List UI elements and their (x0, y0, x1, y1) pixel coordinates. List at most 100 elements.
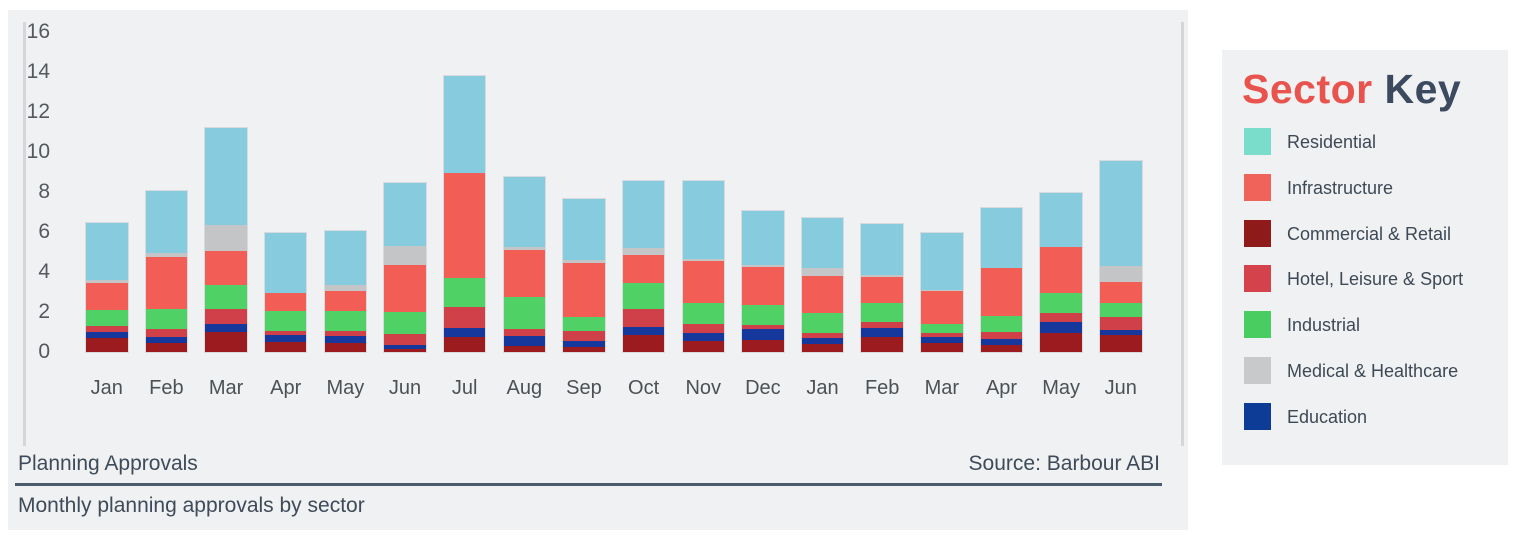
stacked-bar-sep-8 (562, 198, 606, 353)
bar-segment-industrial (921, 324, 963, 333)
legend-swatch (1244, 219, 1271, 247)
bar-segment-industrial (503, 297, 546, 329)
legend-title: Sector Key (1242, 66, 1461, 113)
bar-segment-commercial-retail (861, 337, 903, 352)
legend-swatch (1244, 128, 1271, 155)
x-tick-label: Jun (1104, 377, 1137, 399)
bar-segment-residential (324, 231, 367, 285)
x-tick-label: Apr (985, 377, 1018, 399)
bar-segment-commercial-retail (742, 340, 784, 352)
bar-segment-education (1100, 330, 1142, 335)
legend-label: Education (1287, 406, 1368, 427)
x-tick-label: Feb (864, 377, 900, 399)
bar-segment-commercial-retail (801, 344, 844, 352)
bar-segment-education (980, 339, 1023, 345)
bar-segment-residential (1100, 161, 1142, 266)
bar-segment-commercial-retail (86, 338, 128, 352)
legend-title-key: Key (1372, 66, 1462, 112)
bar-segment-infrastructure (145, 257, 188, 309)
bar-segment-education (682, 333, 724, 341)
bar-segment-hotel-leisure-sport (921, 333, 963, 337)
x-tick-label: Sep (566, 377, 602, 399)
bar-segment-infrastructure (622, 255, 665, 283)
stacked-bar-feb-13 (860, 223, 904, 353)
bar-segment-hotel-leisure-sport (682, 324, 724, 333)
legend-swatch (1244, 311, 1271, 339)
bar-segment-residential (742, 211, 784, 265)
source-label: Source: Barbour ABI (968, 452, 1160, 475)
bar-segment-residential (264, 233, 307, 293)
stacked-bar-may-16 (1039, 192, 1083, 353)
bar-segment-hotel-leisure-sport (145, 329, 188, 337)
bar-segment-infrastructure (861, 277, 903, 303)
bar-segment-education (264, 335, 307, 342)
stacked-bar-nov-10 (681, 180, 725, 353)
bar-segment-medical-healthcare (86, 280, 128, 283)
bar-segment-commercial-retail (145, 343, 188, 352)
bar-segment-medical-healthcare (205, 225, 247, 251)
bar-segment-residential (980, 208, 1023, 268)
bar-segment-medical-healthcare (801, 268, 844, 276)
bar-segment-hotel-leisure-sport (622, 309, 665, 327)
stacked-bar-apr-15 (979, 207, 1024, 353)
bar-segment-industrial (205, 285, 247, 309)
stacked-bar-mar-2 (204, 127, 248, 353)
bar-segment-residential (205, 128, 247, 225)
chart-title: Planning Approvals (18, 452, 198, 475)
bar-segment-industrial (264, 311, 307, 331)
bar-segment-education (324, 336, 367, 343)
bar-segment-hotel-leisure-sport (980, 332, 1023, 339)
divider-line (15, 483, 1162, 486)
y-tick-label: 0 (38, 340, 50, 363)
bar-segment-education (503, 336, 546, 346)
bar-segment-residential (622, 181, 665, 248)
x-tick-label: Nov (685, 377, 722, 399)
bar-segment-infrastructure (324, 291, 367, 311)
x-tick-label: Aug (506, 377, 543, 399)
x-tick-label: Mar (208, 377, 244, 399)
bar-segment-industrial (324, 311, 367, 331)
bar-segment-infrastructure (1100, 282, 1142, 303)
bar-segment-commercial-retail (921, 343, 963, 352)
bar-segment-hotel-leisure-sport (205, 309, 247, 324)
bar-segment-industrial (1040, 293, 1082, 313)
bar-segment-infrastructure (921, 291, 963, 324)
bar-segment-industrial (742, 305, 784, 325)
bar-segment-infrastructure (980, 268, 1023, 316)
bar-segment-commercial-retail (324, 343, 367, 352)
bar-segment-residential (443, 76, 486, 173)
bar-segment-medical-healthcare (682, 259, 724, 261)
bar-segment-medical-healthcare (742, 265, 784, 267)
bar-segment-commercial-retail (682, 341, 724, 352)
bar-segment-medical-healthcare (324, 285, 367, 291)
y-tick-label: 2 (38, 300, 50, 323)
stacked-bar-may-4 (323, 230, 368, 353)
bar-segment-hotel-leisure-sport (264, 331, 307, 335)
sector-key-panel: Sector Key Residential Infrastructure Comm… (1222, 50, 1508, 465)
bar-segment-residential (682, 181, 724, 259)
bar-segment-infrastructure (1040, 247, 1082, 293)
x-tick-label: May (326, 377, 365, 399)
bar-segment-education (443, 328, 486, 337)
y-tick-label: 12 (26, 100, 50, 123)
bar-segment-industrial (563, 317, 605, 331)
bar-segment-commercial-retail (503, 346, 546, 352)
bar-segment-education (1040, 322, 1082, 333)
bar-segment-industrial (801, 313, 844, 333)
y-tick-label: 14 (26, 60, 50, 83)
stacked-bar-jan-12 (800, 217, 845, 353)
bar-segment-medical-healthcare (503, 247, 546, 250)
bar-segment-infrastructure (801, 276, 844, 313)
legend-swatch (1244, 173, 1271, 201)
bar-segment-education (921, 337, 963, 343)
y-tick-label: 4 (38, 260, 50, 283)
legend-swatch (1244, 357, 1271, 384)
bar-segment-education (861, 328, 903, 337)
bar-segment-commercial-retail (980, 345, 1023, 352)
bar-segment-medical-healthcare (563, 260, 605, 263)
stacked-bar-aug-7 (502, 176, 547, 353)
bar-segment-commercial-retail (384, 349, 426, 352)
bar-segment-residential (384, 183, 426, 246)
bar-segment-commercial-retail (205, 332, 247, 352)
